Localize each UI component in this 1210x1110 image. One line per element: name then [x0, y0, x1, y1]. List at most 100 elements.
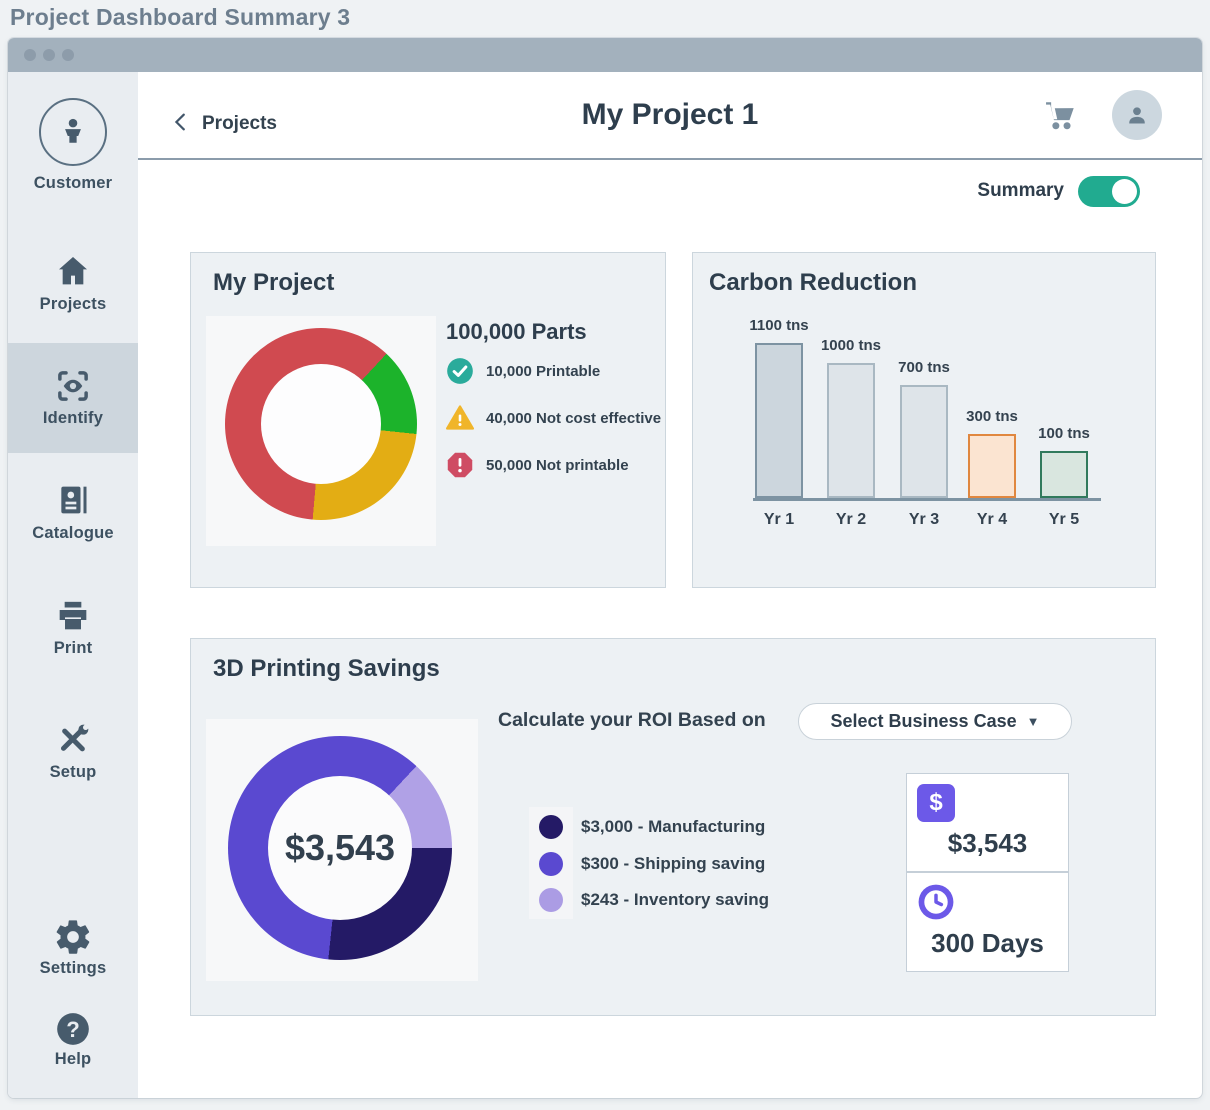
sidebar-active-highlight — [8, 343, 138, 453]
legend-item-not-cost-effective: 40,000 Not cost effective — [446, 404, 661, 432]
bar-slot-3: 700 tns Yr 3 — [898, 325, 950, 528]
sidebar-label-help: Help — [54, 1050, 92, 1068]
bar-rect — [827, 363, 875, 498]
bar-rect — [1040, 451, 1088, 498]
sidebar-label-catalogue: Catalogue — [32, 524, 114, 542]
bar-value-label: 1100 tns — [749, 317, 809, 334]
carbon-reduction-card: Carbon Reduction 1100 tns Yr 1 1000 tns Yr … — [692, 252, 1156, 588]
sidebar-item-print[interactable]: Print — [8, 596, 138, 658]
help-icon: ? — [8, 1010, 138, 1048]
alert-octagon-icon — [447, 452, 473, 478]
legend-label-shipping: $300 - Shipping saving — [581, 854, 766, 873]
select-business-case-label: Select Business Case — [830, 711, 1017, 731]
bar-category-label: Yr 4 — [976, 511, 1008, 528]
svg-text:?: ? — [66, 1017, 80, 1042]
window-dot-3[interactable] — [62, 49, 74, 61]
parts-total-label: 100,000 Parts — [446, 319, 587, 344]
home-icon — [8, 251, 138, 291]
page-heading: My Project 1 — [581, 98, 759, 131]
savings-donut-chart: $3,543 — [228, 736, 452, 960]
gear-icon — [8, 917, 138, 957]
savings-days-value: 300 Days — [931, 928, 1044, 958]
page-title: Project Dashboard Summary 3 — [10, 4, 351, 30]
legend-label-manufacturing: $3,000 - Manufacturing — [581, 817, 766, 836]
savings-donut-hole: $3,543 — [268, 776, 412, 920]
parts-donut-panel — [206, 316, 436, 546]
carbon-bars: 1100 tns Yr 1 1000 tns Yr 2 700 tns Yr 3 300 t… — [749, 317, 1101, 528]
summary-toggle[interactable] — [1078, 176, 1140, 207]
window-titlebar[interactable] — [8, 38, 1202, 72]
user-avatar[interactable] — [1112, 90, 1162, 140]
sidebar-label-identify: Identify — [42, 409, 104, 427]
savings-amount-value: $3,543 — [947, 828, 1028, 858]
my-project-card-title: My Project — [213, 269, 335, 296]
bar-category-label: Yr 5 — [1048, 511, 1080, 528]
summary-row: Summary — [138, 176, 1202, 212]
sidebar-item-customer[interactable]: Customer — [8, 98, 138, 193]
tools-icon — [8, 720, 138, 760]
bar-value-label: 300 tns — [966, 408, 1018, 425]
app-window: Customer Projects Identify — [8, 38, 1202, 1098]
window-dot-1[interactable] — [24, 49, 36, 61]
sidebar-item-identify[interactable]: Identify — [8, 365, 138, 428]
parts-donut-chart — [225, 328, 417, 520]
summary-toggle-knob — [1112, 179, 1137, 204]
dollar-icon: $ — [917, 784, 955, 822]
cart-icon[interactable] — [1036, 96, 1082, 138]
legend-label-not-printable: 50,000 Not printable — [486, 456, 629, 474]
dollar-glyph: $ — [929, 789, 943, 816]
manufacturing-dot — [539, 815, 563, 839]
legend-item-printable: 10,000 Printable — [446, 357, 600, 385]
carbon-card-title: Carbon Reduction — [709, 269, 917, 296]
my-project-card: My Project 100,000 Parts 10,000 Printabl… — [190, 252, 666, 588]
bar-value-label: 100 tns — [1038, 425, 1090, 442]
bar-category-label: Yr 2 — [835, 511, 867, 528]
legend-item-shipping: $300 - Shipping saving — [539, 852, 765, 876]
check-circle-icon — [447, 358, 473, 384]
bar-value-label: 700 tns — [898, 359, 950, 376]
bar-rect — [755, 343, 803, 498]
catalogue-icon — [8, 480, 138, 520]
bar-slot-5: 100 tns Yr 5 — [1038, 325, 1090, 528]
sidebar-label-customer: Customer — [33, 174, 113, 192]
sidebar-item-projects[interactable]: Projects — [8, 251, 138, 314]
back-button[interactable] — [170, 109, 192, 135]
parts-donut-hole — [261, 364, 381, 484]
sidebar-item-catalogue[interactable]: Catalogue — [8, 480, 138, 543]
roi-label: Calculate your ROI Based on — [498, 709, 766, 731]
legend-item-not-printable: 50,000 Not printable — [446, 451, 629, 479]
legend-label-printable: 10,000 Printable — [486, 362, 601, 380]
savings-center-value: $3,543 — [284, 827, 396, 868]
printing-savings-card: 3D Printing Savings $3,543 Calculate you… — [190, 638, 1156, 1016]
breadcrumb[interactable]: Projects — [202, 113, 277, 134]
select-business-case-button[interactable]: Select Business Case ▼ — [798, 703, 1072, 740]
sidebar-item-settings[interactable]: Settings — [8, 917, 138, 978]
identify-scan-eye-icon — [8, 365, 138, 407]
customer-icon — [39, 98, 107, 166]
savings-card-title: 3D Printing Savings — [213, 655, 440, 682]
legend-item-inventory: $243 - Inventory saving — [539, 888, 769, 912]
sidebar-label-projects: Projects — [39, 295, 107, 313]
savings-days-stat: 300 Days — [906, 872, 1069, 972]
bar-rect — [968, 434, 1016, 498]
bar-value-label: 1000 tns — [820, 337, 882, 354]
bar-slot-1: 1100 tns Yr 1 — [749, 317, 808, 528]
legend-label-not-cost-effective: 40,000 Not cost effective — [486, 409, 662, 427]
shipping-dot — [539, 852, 563, 876]
bar-slot-4: 300 tns Yr 4 — [966, 325, 1018, 528]
inventory-dot — [539, 888, 563, 912]
sidebar-item-help[interactable]: ? Help — [8, 1010, 138, 1069]
sidebar: Customer Projects Identify — [8, 72, 138, 1098]
bar-slot-2: 1000 tns Yr 2 — [821, 325, 881, 528]
summary-toggle-label: Summary — [977, 180, 1064, 201]
printer-icon — [8, 596, 138, 636]
app-header: Projects My Project 1 — [138, 72, 1202, 160]
legend-label-inventory: $243 - Inventory saving — [581, 890, 770, 909]
savings-amount-stat: $ $3,543 — [906, 773, 1069, 872]
warning-triangle-icon — [446, 405, 474, 430]
savings-donut-panel: $3,543 — [206, 719, 478, 981]
bar-category-label: Yr 3 — [908, 511, 940, 528]
window-dot-2[interactable] — [43, 49, 55, 61]
sidebar-label-print: Print — [53, 639, 93, 657]
sidebar-item-setup[interactable]: Setup — [8, 720, 138, 782]
